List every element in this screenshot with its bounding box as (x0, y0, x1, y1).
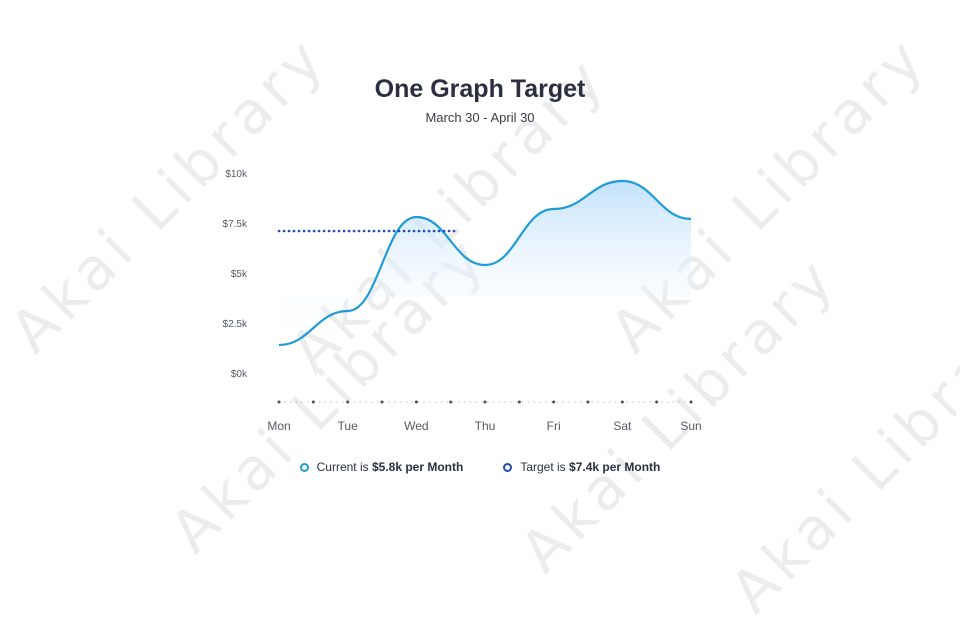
x-tick-mark (414, 400, 418, 404)
current-series-line (278, 179, 692, 347)
legend-item-target: Target is $7.4k per Month (503, 460, 660, 474)
x-tick-mark (449, 400, 453, 404)
x-tick-mark (620, 400, 624, 404)
x-tick-mark (483, 400, 487, 404)
current-legend-marker (299, 462, 309, 472)
legend-current-prefix: Current is (316, 460, 369, 474)
x-tick-label: Thu (475, 419, 496, 433)
legend-current-text: Current is $5.8k per Month (317, 460, 464, 474)
y-tick-label: $5k (231, 269, 248, 280)
x-tick-label: Wed (404, 419, 428, 433)
x-tick-mark (517, 400, 521, 404)
x-axis: Mon Tue Wed Thu Fri Sat Sun (267, 400, 702, 433)
target-legend-marker (503, 462, 513, 472)
current-area-fill (279, 181, 691, 345)
x-tick-label: Mon (267, 419, 290, 433)
y-tick-label: $2.5k (223, 319, 248, 330)
x-tick-mark (346, 400, 350, 404)
x-tick-mark (552, 400, 556, 404)
chart-subtitle: March 30 - April 30 (425, 110, 535, 125)
legend-item-current: Current is $5.8k per Month (299, 460, 464, 474)
x-tick-mark (380, 400, 384, 404)
y-tick-label: $7.5k (223, 219, 248, 230)
x-tick-label: Sun (680, 419, 701, 433)
legend-target-value: $7.4k per Month (569, 460, 661, 474)
y-tick-label: $0k (231, 369, 248, 380)
legend-target-text: Target is $7.4k per Month (520, 460, 660, 474)
chart-canvas: $0k $2.5k $5k $7.5k $10k Mon Tue Wed Thu Fri Sat S… (223, 169, 702, 433)
chart-legend: Current is $5.8k per Month Target is $7.… (0, 460, 960, 474)
y-axis: $0k $2.5k $5k $7.5k $10k (223, 169, 248, 380)
x-tick-mark (586, 400, 590, 404)
x-tick-mark (655, 400, 659, 404)
legend-target-prefix: Target is (520, 460, 566, 474)
x-tick-label: Fri (547, 419, 561, 433)
chart-title: One Graph Target (374, 75, 586, 103)
x-tick-label: Sat (613, 419, 632, 433)
x-tick-mark (277, 400, 281, 404)
x-tick-mark (689, 400, 693, 404)
x-tick-label: Tue (338, 419, 359, 433)
y-tick-label: $10k (225, 169, 248, 180)
x-tick-mark (311, 400, 315, 404)
legend-current-value: $5.8k per Month (371, 460, 464, 474)
